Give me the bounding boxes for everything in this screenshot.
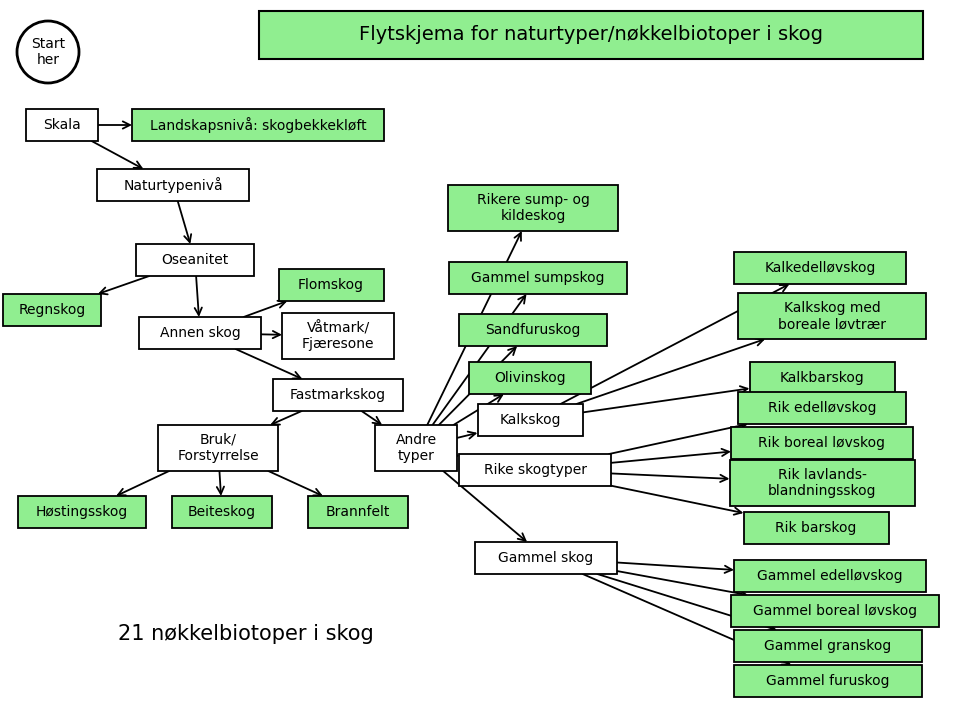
Text: Flomskog: Flomskog: [298, 278, 364, 292]
Text: Høstingsskog: Høstingsskog: [36, 505, 128, 519]
FancyBboxPatch shape: [136, 244, 254, 276]
FancyBboxPatch shape: [743, 512, 889, 544]
Text: Rik lavlands-
blandningsskog: Rik lavlands- blandningsskog: [768, 468, 876, 498]
Text: Brannfelt: Brannfelt: [325, 505, 390, 519]
FancyBboxPatch shape: [97, 169, 249, 201]
Text: Rik boreal løvskog: Rik boreal løvskog: [758, 436, 885, 450]
FancyBboxPatch shape: [375, 425, 457, 471]
Text: Naturtypenivå: Naturtypenivå: [123, 177, 223, 193]
Text: Regnskog: Regnskog: [18, 303, 85, 317]
FancyBboxPatch shape: [139, 317, 261, 349]
FancyBboxPatch shape: [734, 665, 922, 697]
FancyBboxPatch shape: [308, 496, 408, 528]
Text: Bruk/
Forstyrrelse: Bruk/ Forstyrrelse: [178, 433, 259, 463]
Text: Kalkedelløvskog: Kalkedelløvskog: [764, 261, 876, 275]
Text: 21 nøkkelbiotoper i skog: 21 nøkkelbiotoper i skog: [118, 624, 373, 644]
Text: Fastmarkskog: Fastmarkskog: [290, 388, 386, 402]
FancyBboxPatch shape: [158, 425, 278, 471]
Text: Gammel boreal løvskog: Gammel boreal løvskog: [753, 604, 917, 618]
FancyBboxPatch shape: [278, 269, 383, 301]
Text: Landskapsnivå: skogbekkekløft: Landskapsnivå: skogbekkekløft: [150, 117, 367, 133]
FancyBboxPatch shape: [738, 392, 906, 424]
Text: Rik barskog: Rik barskog: [776, 521, 856, 535]
FancyBboxPatch shape: [734, 630, 922, 662]
Text: Skala: Skala: [43, 118, 81, 132]
FancyBboxPatch shape: [18, 496, 146, 528]
Text: Olivinskog: Olivinskog: [494, 371, 565, 385]
FancyBboxPatch shape: [475, 542, 617, 574]
FancyBboxPatch shape: [469, 362, 591, 394]
FancyBboxPatch shape: [459, 314, 607, 346]
FancyBboxPatch shape: [731, 595, 939, 627]
FancyBboxPatch shape: [282, 313, 394, 359]
FancyBboxPatch shape: [172, 496, 272, 528]
Text: Flytskjema for naturtyper/nøkkelbiotoper i skog: Flytskjema for naturtyper/nøkkelbiotoper…: [359, 25, 823, 45]
Text: Start
her: Start her: [31, 37, 65, 67]
FancyBboxPatch shape: [734, 560, 926, 592]
Ellipse shape: [17, 21, 79, 83]
FancyBboxPatch shape: [273, 379, 403, 411]
FancyBboxPatch shape: [259, 11, 923, 59]
Text: Våtmark/
Fjæresone: Våtmark/ Fjæresone: [301, 320, 374, 351]
Text: Sandfuruskog: Sandfuruskog: [486, 323, 581, 337]
Text: Gammel furuskog: Gammel furuskog: [766, 674, 890, 688]
FancyBboxPatch shape: [734, 252, 906, 284]
FancyBboxPatch shape: [459, 454, 611, 486]
Text: Andre
typer: Andre typer: [396, 433, 437, 463]
FancyBboxPatch shape: [750, 362, 895, 394]
FancyBboxPatch shape: [738, 293, 926, 339]
Text: Rikere sump- og
kildeskog: Rikere sump- og kildeskog: [476, 193, 589, 223]
Text: Gammel edelløvskog: Gammel edelløvskog: [757, 569, 902, 583]
Text: Oseanitet: Oseanitet: [161, 253, 228, 267]
Text: Kalkskog: Kalkskog: [499, 413, 561, 427]
FancyBboxPatch shape: [449, 262, 627, 294]
FancyBboxPatch shape: [448, 185, 618, 231]
Text: Rik edelløvskog: Rik edelløvskog: [768, 401, 876, 415]
Text: Annen skog: Annen skog: [159, 326, 240, 340]
Text: Gammel sumpskog: Gammel sumpskog: [471, 271, 605, 285]
FancyBboxPatch shape: [26, 109, 98, 141]
Text: Kalkbarskog: Kalkbarskog: [780, 371, 864, 385]
FancyBboxPatch shape: [477, 404, 583, 436]
FancyBboxPatch shape: [132, 109, 384, 141]
Text: Beiteskog: Beiteskog: [188, 505, 256, 519]
Text: Gammel skog: Gammel skog: [498, 551, 593, 565]
FancyBboxPatch shape: [3, 294, 101, 326]
Text: Rike skogtyper: Rike skogtyper: [484, 463, 587, 477]
FancyBboxPatch shape: [731, 427, 913, 459]
FancyBboxPatch shape: [730, 460, 915, 506]
Text: Gammel granskog: Gammel granskog: [764, 639, 892, 653]
Text: Kalkskog med
boreale løvtrær: Kalkskog med boreale løvtrær: [778, 301, 886, 331]
